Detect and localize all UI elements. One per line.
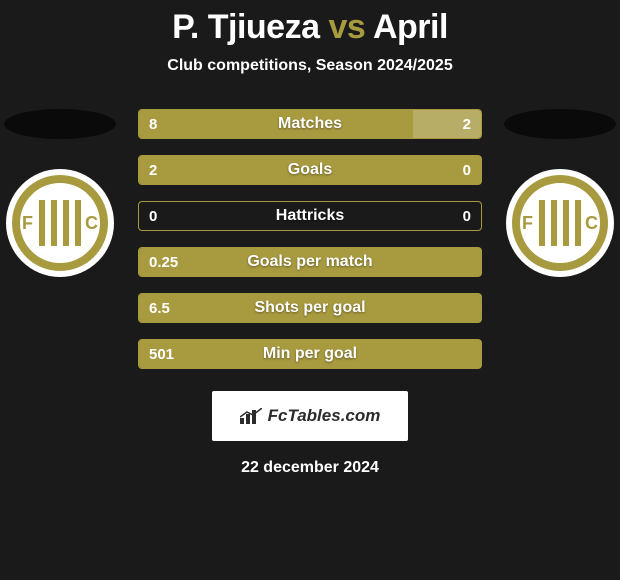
title-vs: vs bbox=[328, 8, 365, 46]
stat-row: 8 Matches 2 bbox=[138, 109, 482, 139]
stat-label: Goals bbox=[288, 161, 332, 179]
brand-text: FcTables.com bbox=[268, 406, 381, 426]
stat-value-right: 2 bbox=[463, 116, 471, 133]
stat-label: Goals per match bbox=[247, 253, 372, 271]
player-right-name: April bbox=[373, 8, 448, 46]
right-club-badge: F C bbox=[506, 169, 614, 277]
right-player-column: F C bbox=[500, 109, 620, 277]
stat-value-left: 0.25 bbox=[149, 254, 178, 271]
stat-label: Min per goal bbox=[263, 345, 357, 363]
stats-panel: 8 Matches 2 2 Goals 0 0 Hattricks 0 0.25 Goals per… bbox=[138, 109, 482, 369]
stat-label: Shots per goal bbox=[254, 299, 365, 317]
left-player-column: F C bbox=[0, 109, 120, 277]
stat-value-left: 501 bbox=[149, 346, 174, 363]
badge-letter-left: F bbox=[522, 213, 533, 234]
stat-row: 0.25 Goals per match bbox=[138, 247, 482, 277]
date-text: 22 december 2024 bbox=[0, 459, 620, 477]
stat-value-left: 8 bbox=[149, 116, 157, 133]
page-title: P. Tjiueza vs April bbox=[0, 8, 620, 47]
badge-letter-right: C bbox=[585, 213, 598, 234]
badge-letters: F C bbox=[6, 169, 114, 277]
badge-letter-left: F bbox=[22, 213, 33, 234]
player-shadow bbox=[504, 109, 616, 139]
badge-letters: F C bbox=[506, 169, 614, 277]
left-club-badge: F C bbox=[6, 169, 114, 277]
stat-value-right: 0 bbox=[463, 208, 471, 225]
stat-value-left: 0 bbox=[149, 208, 157, 225]
stat-value-right: 0 bbox=[463, 162, 471, 179]
subtitle: Club competitions, Season 2024/2025 bbox=[0, 57, 620, 75]
stat-row: 0 Hattricks 0 bbox=[138, 201, 482, 231]
content-row: F C 8 Matches 2 2 Goals 0 0 Hattricks 0 0.25 Goals… bbox=[0, 109, 620, 369]
stat-fill-left bbox=[139, 110, 413, 138]
stat-label: Hattricks bbox=[276, 207, 344, 225]
brand-badge: FcTables.com bbox=[212, 391, 408, 441]
comparison-card: P. Tjiueza vs April Club competitions, S… bbox=[0, 0, 620, 477]
player-left-name: P. Tjiueza bbox=[172, 8, 319, 46]
badge-letter-right: C bbox=[85, 213, 98, 234]
stat-value-left: 2 bbox=[149, 162, 157, 179]
stat-label: Matches bbox=[278, 115, 342, 133]
stat-value-left: 6.5 bbox=[149, 300, 170, 317]
player-shadow bbox=[4, 109, 116, 139]
brand-chart-icon bbox=[240, 408, 262, 424]
stat-row: 6.5 Shots per goal bbox=[138, 293, 482, 323]
stat-row: 501 Min per goal bbox=[138, 339, 482, 369]
stat-row: 2 Goals 0 bbox=[138, 155, 482, 185]
